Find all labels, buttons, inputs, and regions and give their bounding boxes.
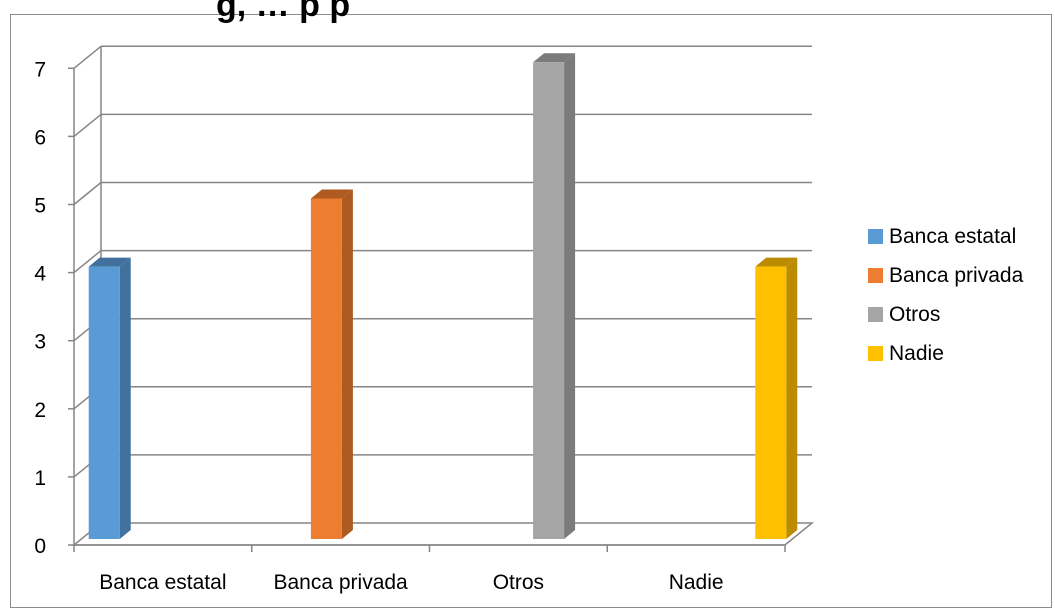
legend-item: Banca privada: [868, 264, 1024, 287]
gridlines: [73, 45, 812, 478]
legend-label: Nadie: [889, 342, 944, 365]
bar-top: [533, 53, 576, 63]
bar-front: [755, 266, 787, 539]
bar-top: [755, 257, 798, 267]
chart-floor: [71, 522, 815, 546]
gridline-side: [73, 250, 102, 274]
chart-walls: [71, 46, 815, 546]
y-tick-label: 0: [34, 535, 46, 558]
bar-side: [786, 257, 798, 539]
y-tick-label: 4: [34, 263, 46, 286]
bar-side: [564, 53, 576, 540]
legend-item: Banca estatal: [868, 225, 1016, 248]
y-tick-label: 6: [34, 126, 46, 149]
legend-label: Banca estatal: [889, 225, 1016, 248]
chart-title: g, … p p: [216, 0, 351, 24]
bar-side: [119, 257, 131, 539]
y-tick-label: 3: [34, 331, 46, 354]
bar-banca-privada: [310, 189, 353, 539]
y-tick-label: 7: [34, 58, 46, 81]
bar-top: [88, 257, 131, 267]
gridline-side: [73, 181, 102, 206]
legend-swatch: [868, 346, 883, 361]
bar-front: [533, 62, 565, 540]
bar-front: [88, 266, 120, 539]
legend-swatch: [868, 229, 883, 244]
y-tick-label: 5: [34, 195, 46, 218]
legend-item: Otros: [868, 303, 940, 326]
x-tick-label: Nadie: [669, 571, 724, 594]
x-tick-label: Otros: [493, 571, 544, 594]
bar-nadie: [755, 257, 798, 539]
bar-otros: [533, 53, 576, 540]
legend-swatch: [868, 307, 883, 322]
x-axis: Banca estatal Banca privada Otros Nadie: [73, 544, 786, 594]
legend: Banca estatal Banca privada Otros Nadie: [868, 225, 1024, 365]
bar-side: [341, 189, 353, 539]
y-tick-label: 1: [34, 467, 46, 490]
legend-swatch: [868, 268, 883, 283]
bar-front: [310, 198, 342, 539]
x-tick-label: Banca estatal: [99, 571, 226, 594]
bar-top: [310, 189, 353, 199]
gridline-side: [73, 45, 102, 69]
legend-label: Otros: [889, 303, 940, 326]
bar-banca-estatal: [88, 257, 131, 539]
bars: [88, 53, 798, 540]
y-tick-label: 2: [34, 399, 46, 422]
legend-item: Nadie: [868, 342, 944, 365]
y-axis: 0 1 2 3 4 5 6 7: [34, 58, 75, 558]
legend-label: Banca privada: [889, 264, 1024, 287]
x-tick-label: Banca privada: [273, 571, 408, 594]
gridline-side: [73, 113, 102, 137]
